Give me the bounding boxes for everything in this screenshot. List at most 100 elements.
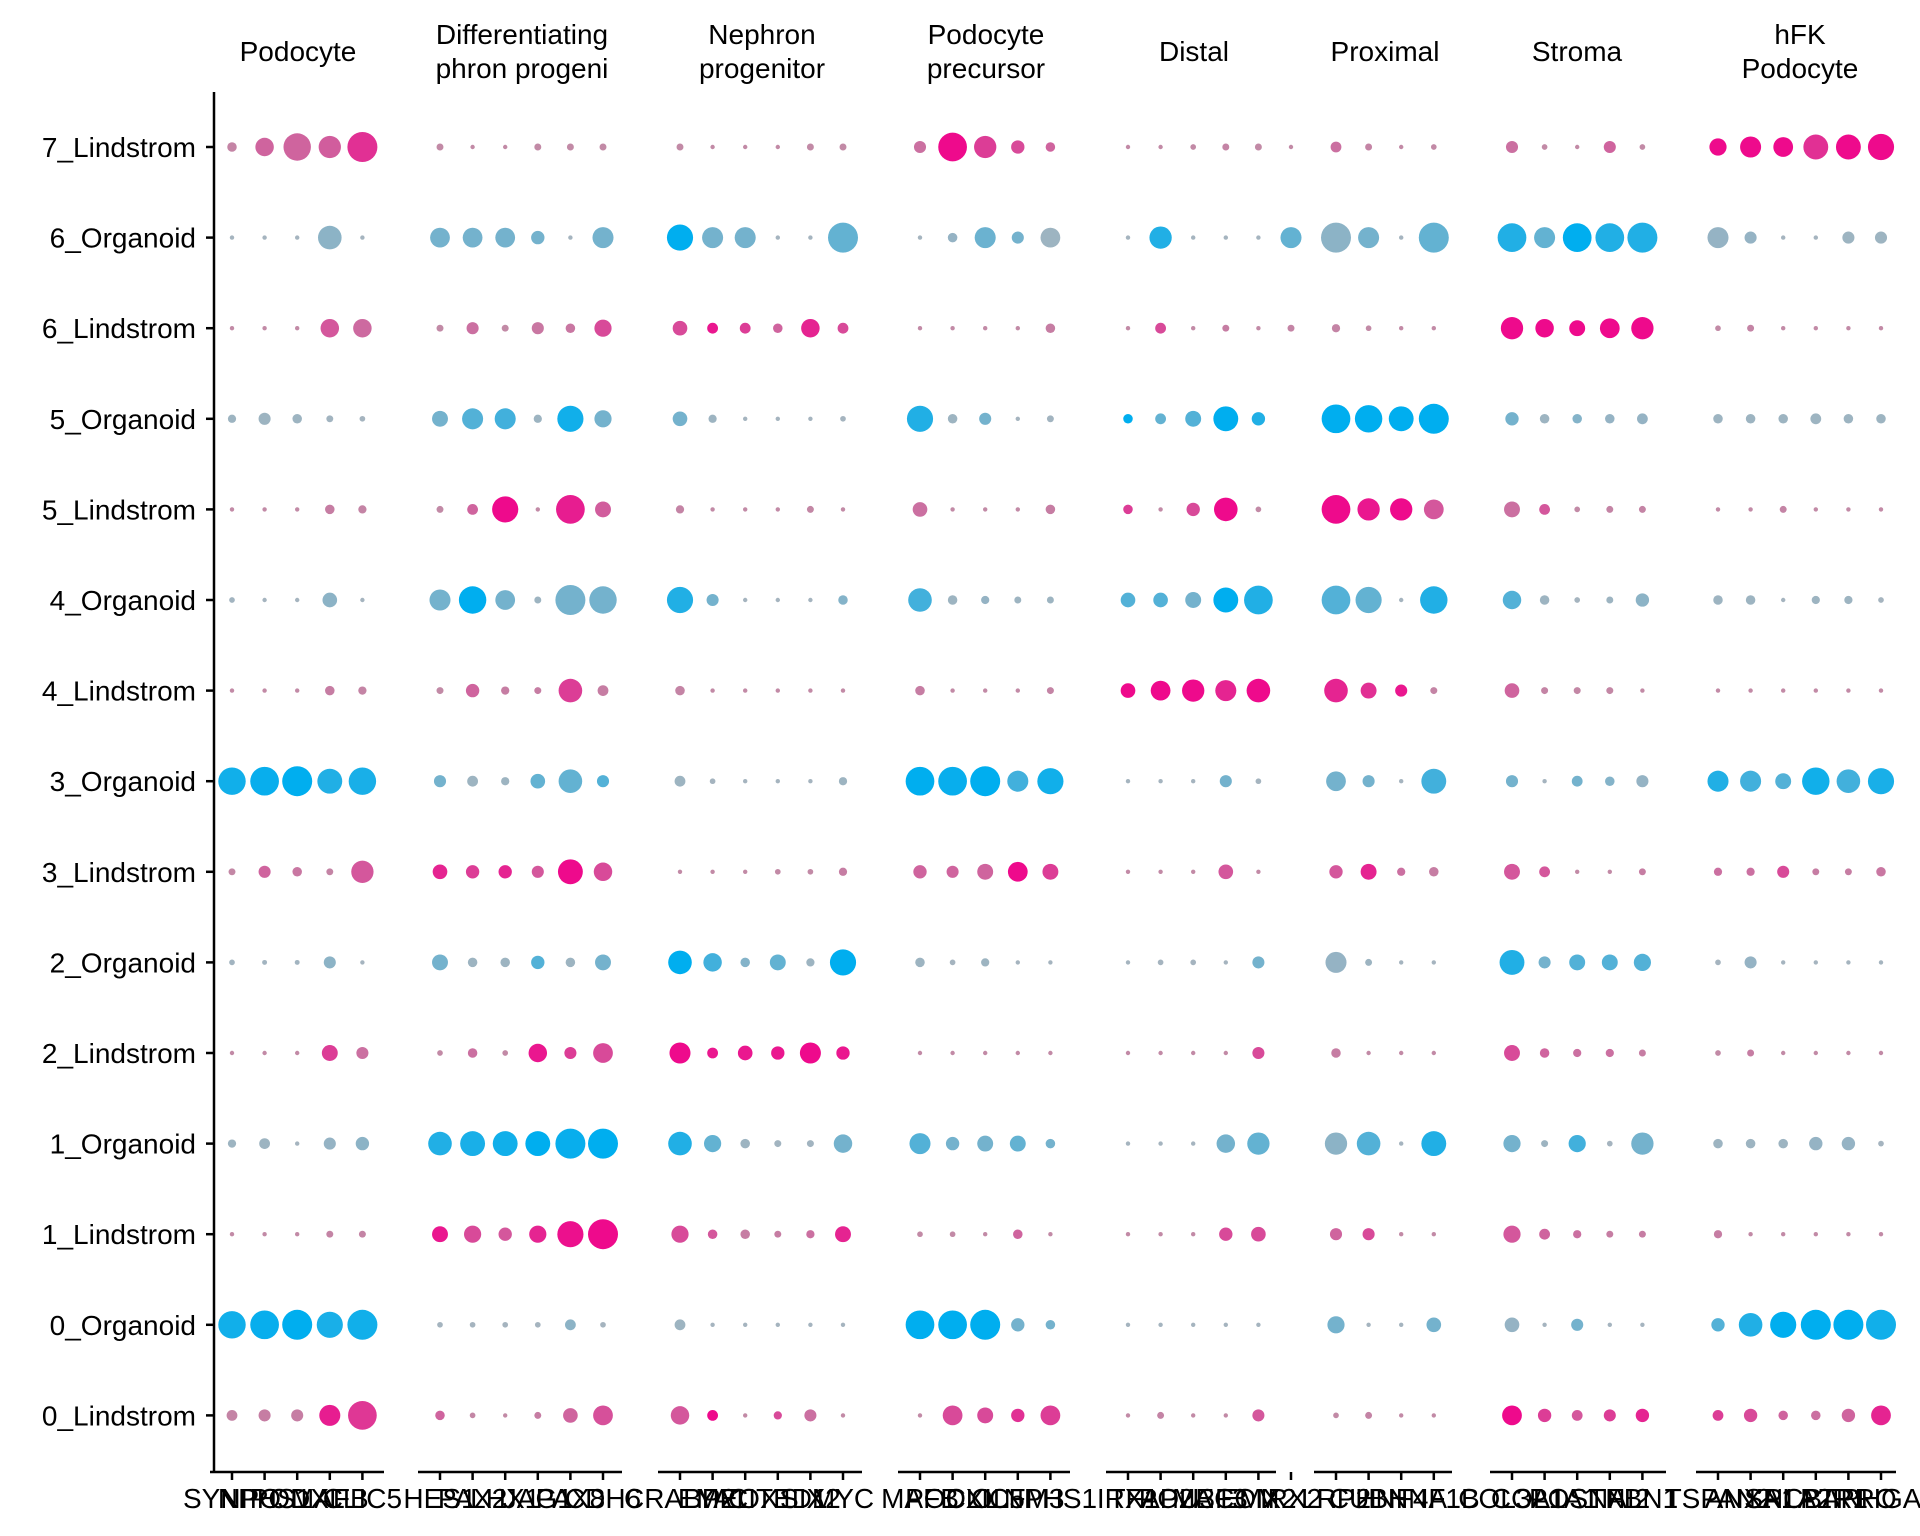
dot-3-lindstrom-pax8 (557, 859, 583, 885)
dot-2-organoid-pax8 (565, 957, 576, 968)
dot-4-organoid-col1a1 (1539, 595, 1550, 605)
dot-5-lindstrom-nphs1 (262, 507, 267, 512)
dot-7-lindstrom-emx2 (1254, 143, 1262, 151)
dot-1-organoid-arhgap (1878, 1140, 1884, 1147)
dot-3-lindstrom-mafb (913, 865, 927, 879)
dot-2-organoid-postn (1569, 954, 1586, 971)
dot-0-lindstrom-tspan2 (1712, 1410, 1724, 1421)
dot-6-organoid-ptpro (1842, 231, 1855, 244)
dot-0-organoid-cited1 (775, 1322, 780, 1328)
dot-2-organoid-meox1 (740, 957, 750, 968)
dot-5-lindstrom-ptpro (1846, 507, 1851, 512)
dot-7-lindstrom-synpo (227, 142, 237, 152)
dot-6-organoid-crabp2 (666, 224, 694, 251)
dot-1-lindstrom-cubn (1362, 1228, 1375, 1241)
gene-label-ptpro: PTPRO (1800, 1483, 1896, 1514)
dot-6-organoid-pax2 (462, 227, 483, 248)
dot-1-organoid-myc (833, 1134, 853, 1153)
dot-1-lindstrom-eya1 (707, 1229, 718, 1239)
dot-5-organoid-pax8 (557, 405, 584, 432)
dot-4-lindstrom-synpo (229, 688, 235, 693)
dot-0-organoid-pla2r1 (1800, 1309, 1831, 1340)
dot-7-lindstrom-podxl (938, 132, 967, 162)
dot-3-lindstrom-cited1 (774, 868, 781, 875)
row-label-6-organoid: 6_Organoid (50, 223, 196, 254)
row-label-1-lindstrom: 1_Lindstrom (42, 1219, 196, 1250)
gene-label-crabp2: CRABP2 (624, 1483, 736, 1514)
dot-7-lindstrom-nphs1 (255, 137, 274, 157)
dot-7-lindstrom-mecom (1222, 143, 1230, 151)
dot-0-lindstrom-cdh6 (593, 1405, 613, 1426)
dot-7-lindstrom-hnf4a (1399, 144, 1404, 150)
dot-5-lindstrom-mafb (912, 502, 928, 517)
panel-title-hfk-podocyte-line-1: hFK (1774, 19, 1826, 50)
dot-5-lindstrom-nphs1 (1045, 504, 1056, 515)
dot-6-organoid-irx2 (1280, 227, 1302, 249)
dot-5-organoid-mafb (906, 405, 934, 432)
gene-label-pou3f3: POU3F3 (1139, 1483, 1248, 1514)
dot-1-lindstrom-mafb (326, 1230, 334, 1238)
dot-6-lindstrom-crabp2 (672, 320, 688, 336)
dot-7-lindstrom-postn (1575, 144, 1580, 150)
dot-3-organoid-mafb (317, 768, 343, 794)
dot-0-organoid-podxl (938, 1310, 967, 1340)
dot-3-lindstrom-tspan2 (1713, 867, 1723, 876)
dot-4-organoid-jag1 (534, 596, 542, 604)
gene-label-olfm3: OLFM3 (971, 1483, 1064, 1514)
dot-2-organoid-sncb (1781, 960, 1786, 965)
row-labels: 7_Lindstrom 6_Organoid 6_Lindstrom 5_Organo… (42, 132, 196, 1431)
dot-3-organoid-sncb (1775, 773, 1792, 790)
dot-4-lindstrom-podxl (950, 688, 955, 693)
dot-4-lindstrom-clic5 (358, 686, 367, 695)
dot-4-lindstrom-nphs1 (1046, 687, 1054, 695)
gene-label-lrp2: LRP2 (1301, 1483, 1371, 1514)
dot-2-organoid-mafb (915, 957, 925, 968)
dot-0-lindstrom-clic5 (977, 1407, 994, 1424)
dot-5-lindstrom-sncb (1779, 505, 1787, 513)
dot-2-organoid-irx1 (1125, 960, 1131, 965)
dot-5-organoid-synpo (227, 414, 237, 423)
panel-title-podocyte-precursor-line-2: precursor (927, 53, 1045, 84)
dot-2-lindstrom-mafb (321, 1045, 338, 1061)
dot-1-lindstrom-col3a1 (1503, 1225, 1521, 1243)
gene-label-irx2: IRX2 (1260, 1483, 1322, 1514)
dot-2-organoid-tspan2 (1715, 959, 1721, 966)
gene-label-mecom: MECOM (1172, 1483, 1279, 1514)
dot-5-organoid-col1a1 (1539, 414, 1550, 424)
dot-0-organoid-snai2 (1607, 1322, 1613, 1328)
dot-1-organoid-mafb (909, 1133, 931, 1155)
dot-0-lindstrom-jag1 (534, 1411, 542, 1419)
dot-0-lindstrom-snai2 (1603, 1409, 1616, 1422)
dot-7-lindstrom-jag1 (534, 143, 542, 151)
dot-1-organoid-nphs1 (259, 1138, 270, 1149)
dot-0-organoid-nphs1 (250, 1310, 279, 1340)
dot-3-organoid-eya1 (709, 778, 716, 785)
gene-label-nphs1: NPHS1 (218, 1483, 311, 1514)
dot-5-organoid-podxl (292, 414, 302, 424)
dot-6-organoid-six2 (808, 235, 813, 240)
dot-5-organoid-clic5 (979, 412, 992, 425)
dot-3-lindstrom-nphs1 (1042, 863, 1059, 880)
dot-6-lindstrom-irx2 (1287, 324, 1295, 332)
dot-2-organoid-myc (829, 949, 857, 976)
dot-6-organoid-lhx1 (495, 227, 516, 248)
dot-4-organoid-snai2 (1606, 596, 1614, 604)
dot-7-lindstrom-lhx1 (503, 144, 508, 150)
dot-1-lindstrom-pla2r1 (1813, 1232, 1819, 1237)
dot-7-lindstrom-lrp2 (1330, 141, 1342, 153)
dot-3-organoid-lhx1 (501, 777, 510, 786)
dot-0-organoid-col3a1 (1504, 1317, 1520, 1333)
dot-4-lindstrom-pou3f3 (1182, 679, 1205, 702)
dot-6-lindstrom-nphs1 (262, 326, 267, 331)
dot-1-organoid-pou3f3 (1191, 1141, 1196, 1146)
dot-2-lindstrom-mecom (1223, 1050, 1229, 1056)
dot-1-lindstrom-six2 (806, 1230, 815, 1239)
dot-5-lindstrom-emx2 (1255, 506, 1262, 513)
dot-4-organoid-irx1 (1120, 592, 1136, 608)
dot-7-lindstrom-hes1 (436, 143, 444, 151)
dot-4-organoid-nphs1 (262, 597, 267, 603)
dot-0-lindstrom-nphs1 (258, 1409, 271, 1422)
dot-3-organoid-anxa1 (1740, 770, 1762, 792)
dot-7-lindstrom-sncb (1773, 137, 1794, 157)
